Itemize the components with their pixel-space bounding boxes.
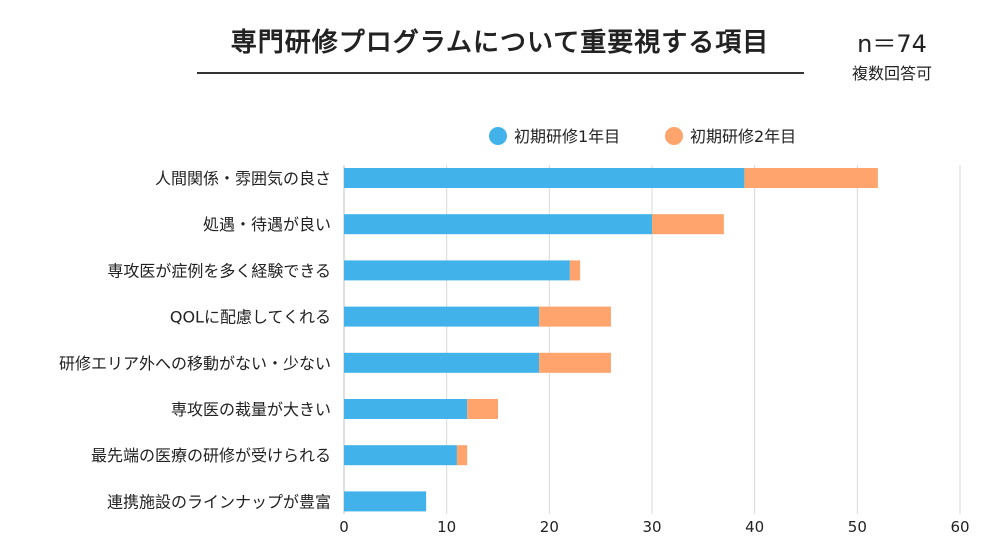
category-label: 専攻医の裁量が大きい (171, 400, 331, 419)
bar-series1-row7 (344, 445, 457, 466)
legend-label-series2: 初期研修2年目 (690, 127, 796, 146)
x-tick-labels: 0 10 20 30 40 50 60 (339, 518, 969, 536)
x-tick-label-40: 40 (745, 518, 764, 536)
category-label: 人間関係・雰囲気の良さ (155, 169, 331, 188)
title-underline (197, 72, 804, 74)
bar-series2-row4 (539, 306, 611, 327)
x-tick-label-30: 30 (642, 518, 661, 536)
category-label: 連携施設のラインナップが豊富 (107, 492, 331, 511)
x-tick-label-20: 20 (540, 518, 559, 536)
category-label: 処遇・待遇が良い (203, 215, 331, 234)
bar-series1-row4 (344, 306, 540, 327)
bar-series1-row6 (344, 399, 468, 419)
bar-series2-row1 (744, 168, 878, 188)
x-tick-label-10: 10 (437, 518, 456, 536)
bar-series2-row3 (569, 260, 581, 281)
category-label: 研修エリア外への移動がない・少ない (59, 354, 331, 373)
bar-series1-row3 (344, 260, 570, 281)
bar-series2-row6 (467, 399, 498, 419)
sample-size-label: n＝74 (857, 30, 927, 58)
multiple-answer-note: 複数回答可 (851, 64, 932, 83)
x-tick-label-0: 0 (339, 518, 349, 536)
chart-title: 専門研修プログラムについて重要視する項目 (230, 28, 770, 58)
bar-series2-row7 (456, 445, 468, 466)
bar-series1-row5 (344, 352, 540, 373)
x-tick-label-50: 50 (848, 518, 867, 536)
x-tick-label-60: 60 (950, 518, 969, 536)
category-label: QOLに配慮してくれる (170, 308, 331, 327)
bars (344, 168, 878, 512)
bar-series1-row1 (344, 168, 745, 188)
bar-series2-row5 (539, 352, 611, 373)
bar-series1-row2 (344, 214, 652, 235)
category-label: 最先端の医療の研修が受けられる (91, 446, 331, 465)
bar-series1-row8 (344, 491, 427, 512)
legend-label-series1: 初期研修1年目 (514, 127, 620, 146)
category-label: 専攻医が症例を多く経験できる (107, 261, 331, 280)
legend: 初期研修1年目 初期研修2年目 (489, 127, 796, 146)
legend-marker-series2 (665, 127, 683, 145)
legend-marker-series1 (489, 127, 507, 145)
bar-series2-row2 (652, 214, 724, 235)
